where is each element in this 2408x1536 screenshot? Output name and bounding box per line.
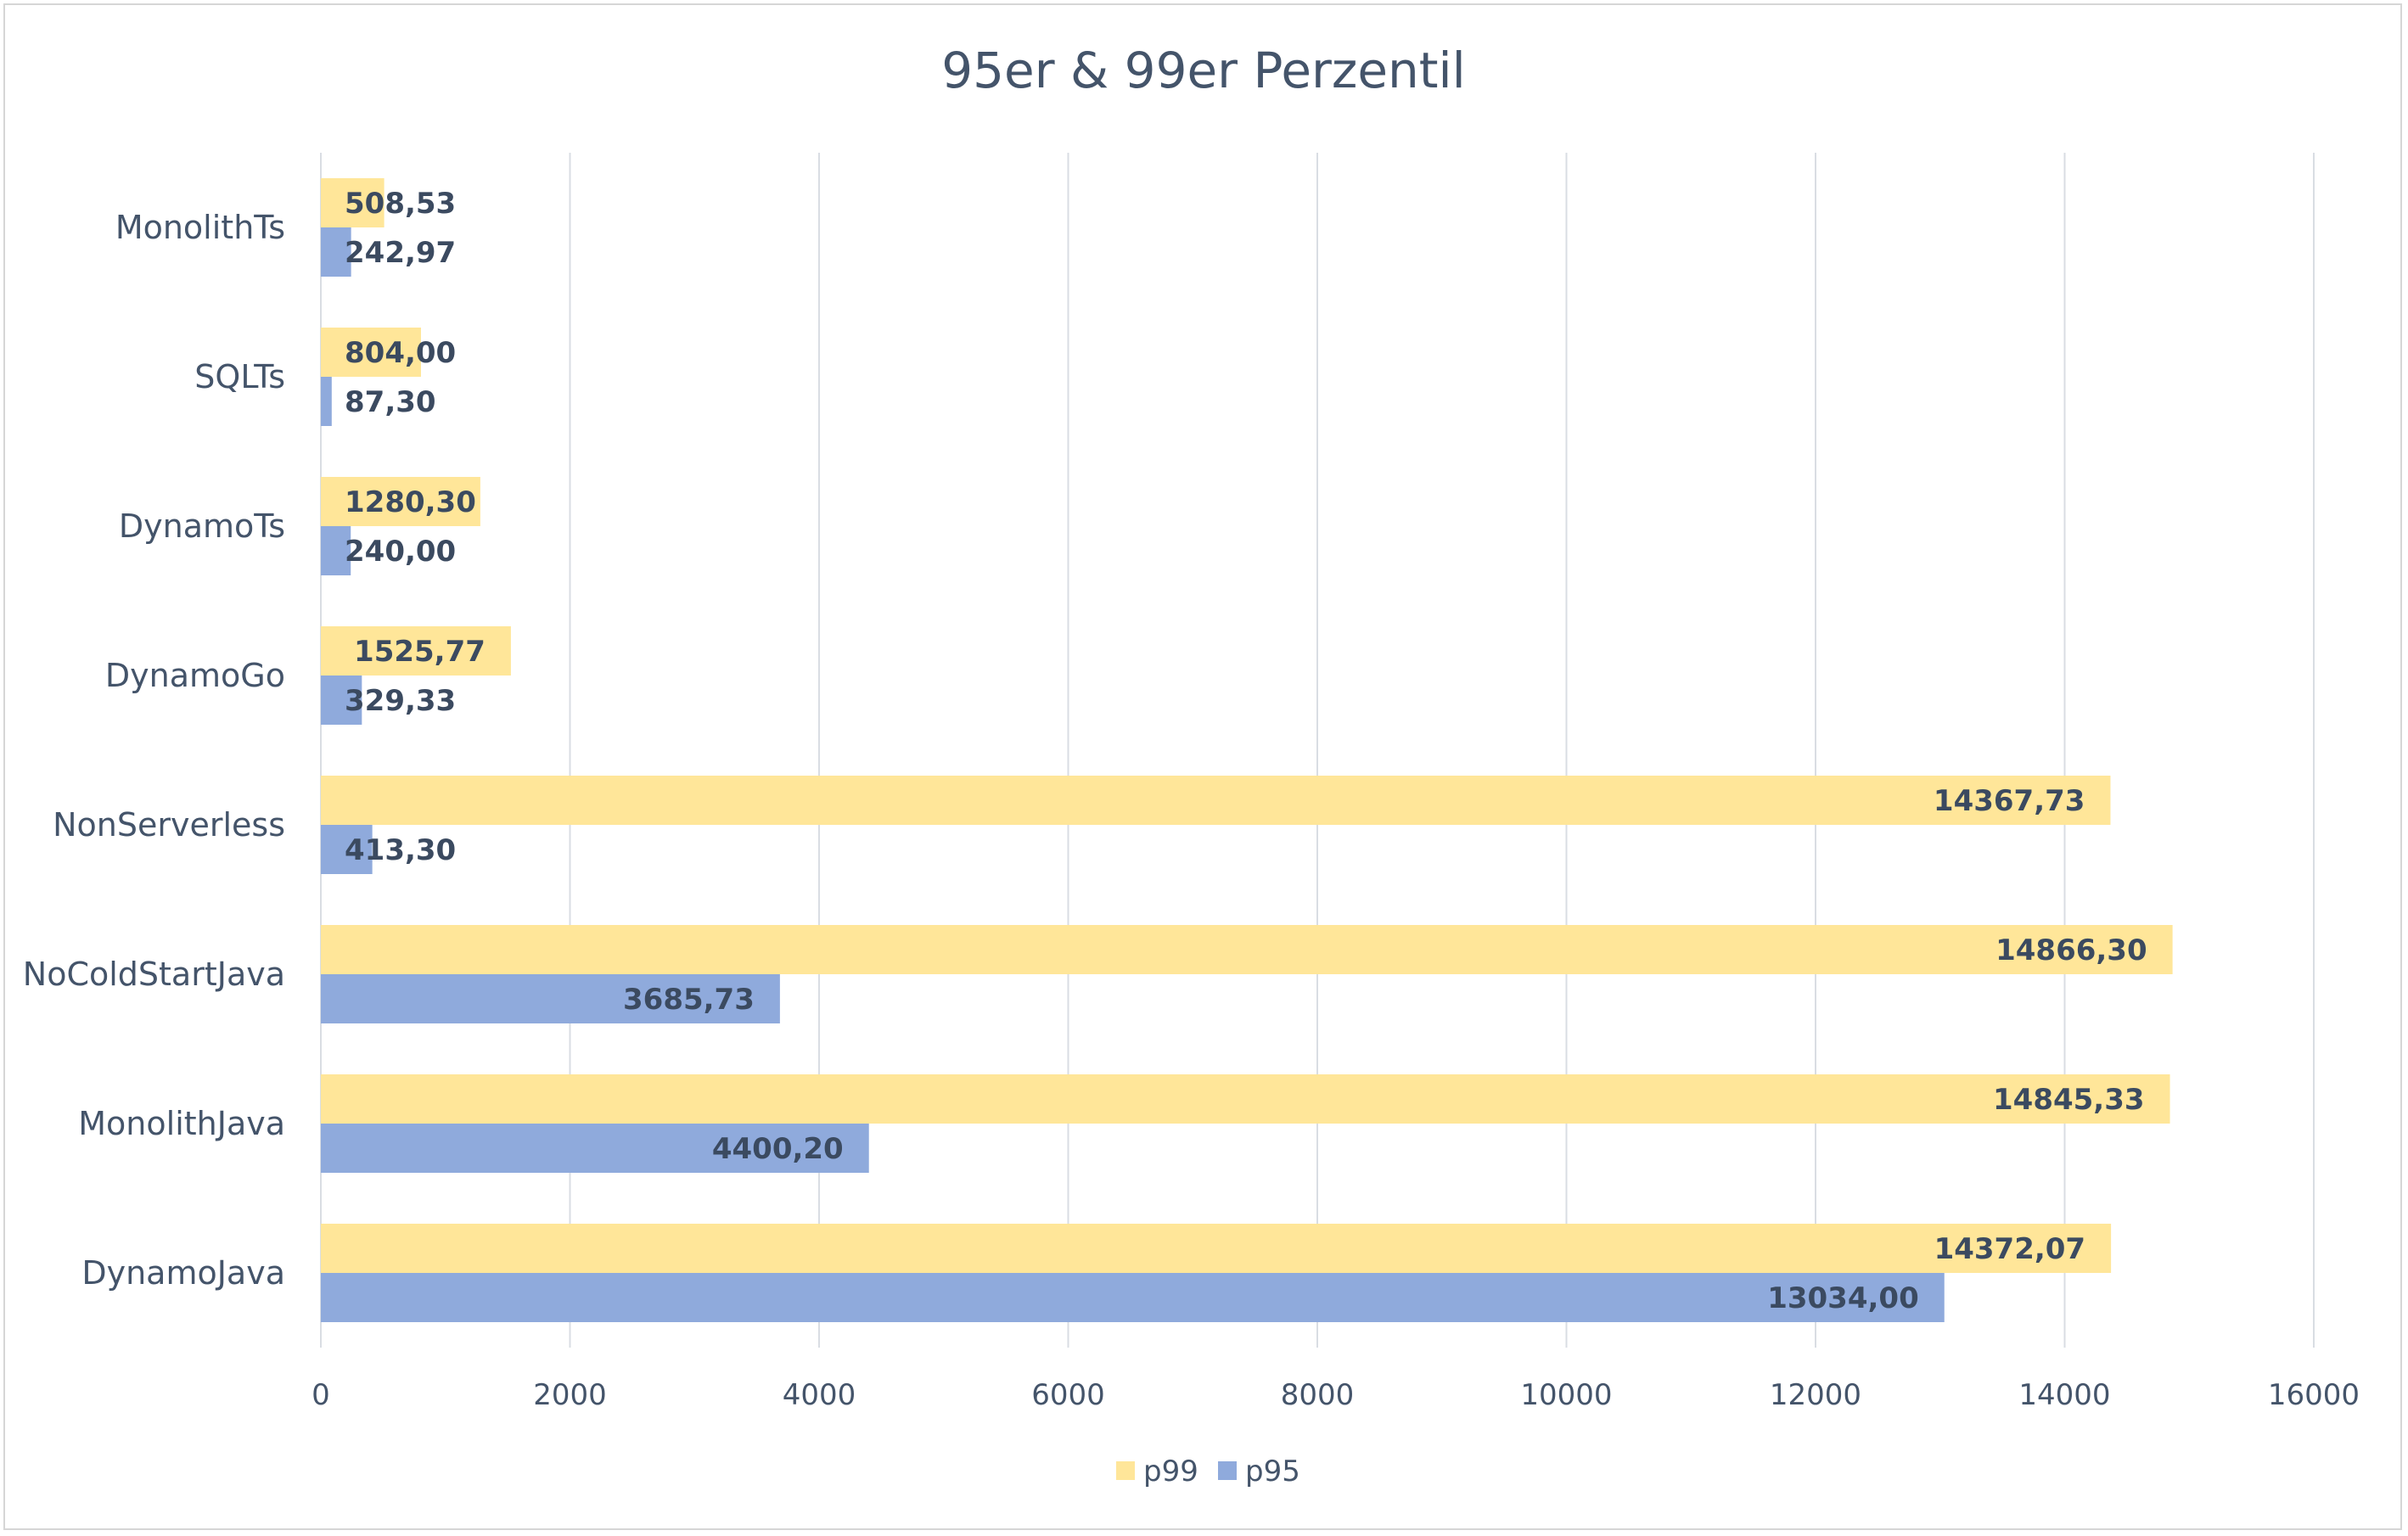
- category-label: MonolithTs: [115, 209, 285, 246]
- bar-p95: [321, 676, 362, 725]
- x-tick-label: 6000: [1031, 1378, 1105, 1412]
- bar-p99: [321, 626, 511, 676]
- data-label: 87,30: [345, 385, 436, 419]
- bar-p99: [321, 328, 421, 377]
- bar-p95: [321, 377, 332, 426]
- category-label: NonServerless: [53, 806, 285, 844]
- chart-title: 95er & 99er Perzentil: [941, 42, 1466, 99]
- data-label: 14367,73: [1934, 784, 2085, 818]
- bar-p95: [321, 526, 351, 575]
- x-tick-label: 2000: [533, 1378, 607, 1412]
- data-label: 14866,30: [1995, 933, 2147, 967]
- data-label: 508,53: [345, 187, 456, 221]
- data-label: 329,33: [345, 684, 456, 718]
- category-label: MonolithJava: [78, 1105, 285, 1142]
- legend-label-p99: p99: [1143, 1455, 1198, 1488]
- data-label: 14372,07: [1934, 1232, 2086, 1266]
- x-tick-label: 14000: [2018, 1378, 2110, 1412]
- bar-p95: [321, 227, 351, 277]
- bar-p99: [321, 1074, 2170, 1124]
- category-label: DynamoTs: [119, 507, 285, 545]
- data-label: 804,00: [345, 336, 456, 370]
- bar-p95: [321, 1273, 1945, 1322]
- data-label: 242,97: [345, 236, 456, 270]
- x-tick-label: 4000: [783, 1378, 856, 1412]
- bar-p99: [321, 776, 2111, 825]
- bar-p99: [321, 178, 384, 227]
- bar-p95: [321, 1124, 869, 1173]
- data-label: 3685,73: [623, 983, 755, 1017]
- x-tick-label: 16000: [2268, 1378, 2360, 1412]
- bar-p95: [321, 825, 373, 874]
- category-label: NoColdStartJava: [23, 956, 285, 993]
- x-tick-label: 8000: [1281, 1378, 1355, 1412]
- data-label: 4400,20: [712, 1132, 844, 1166]
- legend-swatch-p99: [1116, 1461, 1135, 1480]
- data-label: 240,00: [345, 535, 456, 569]
- category-labels: MonolithTs SQLTs DynamoTs DynamoGo NonServer…: [23, 209, 285, 1292]
- category-label: DynamoJava: [81, 1254, 285, 1292]
- data-label: 14845,33: [1993, 1083, 2145, 1117]
- data-label: 1525,77: [354, 635, 486, 669]
- bar-p99: [321, 925, 2173, 974]
- data-label: 1280,30: [345, 485, 476, 519]
- bars: 508,53 242,97 804,00 87,30 1280,30 240,00 1525…: [321, 178, 2173, 1322]
- legend-label-p95: p95: [1245, 1455, 1300, 1488]
- x-tick-labels: 0 2000 4000 6000 8000 10000 12000 14000 16000: [312, 1378, 2360, 1412]
- legend: p99 p95: [1116, 1455, 1300, 1488]
- data-label: 13034,00: [1767, 1281, 1919, 1315]
- bar-p99: [321, 477, 480, 526]
- bar-p95: [321, 974, 780, 1023]
- x-tick-label: 10000: [1520, 1378, 1612, 1412]
- legend-swatch-p95: [1218, 1461, 1237, 1480]
- x-tick-label: 12000: [1770, 1378, 1861, 1412]
- data-label: 413,30: [345, 833, 456, 867]
- category-label: DynamoGo: [105, 657, 285, 694]
- bar-p99: [321, 1224, 2112, 1273]
- x-tick-label: 0: [312, 1378, 330, 1412]
- category-label: SQLTs: [194, 358, 285, 395]
